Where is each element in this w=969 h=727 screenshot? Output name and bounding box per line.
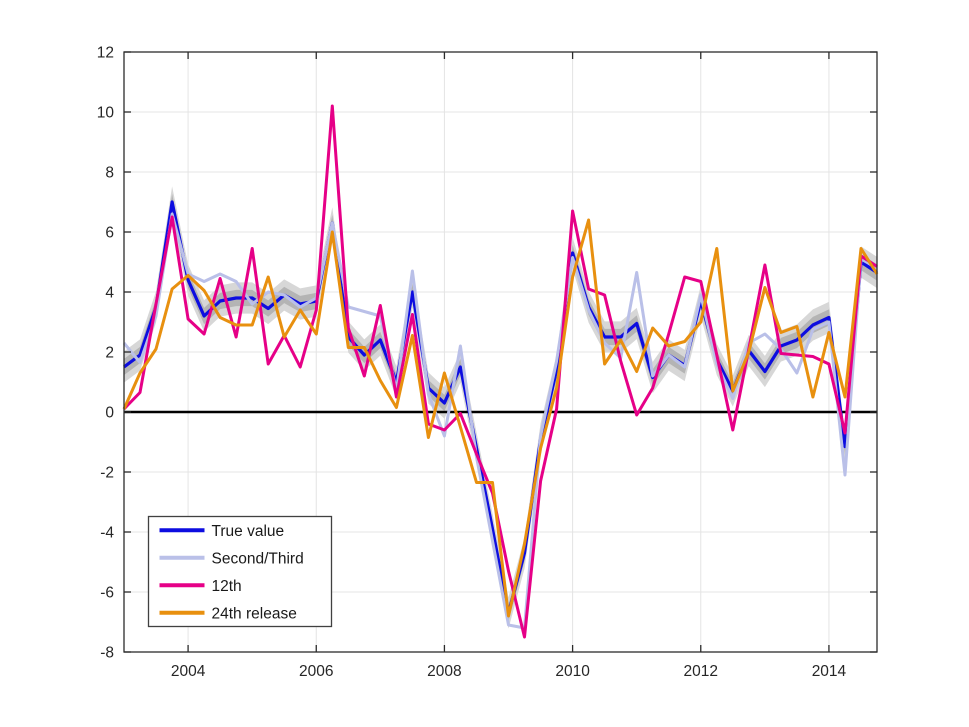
y-tick-label: -4 [100, 525, 114, 542]
legend-box [147, 515, 333, 628]
legend-item-label: True value [212, 523, 285, 540]
y-tick-label: 6 [105, 225, 114, 242]
legend-item: 12th [159, 578, 242, 595]
x-tick-label: 2014 [812, 663, 847, 680]
legend-item-label: 24th release [212, 605, 297, 622]
x-tick-label: 2008 [427, 663, 461, 680]
x-tick-label: 2006 [299, 663, 333, 680]
y-tick-label: 8 [105, 165, 114, 182]
y-tick-label: 4 [105, 285, 114, 302]
legend-item: Second/Third [159, 550, 304, 567]
y-tick-label: 0 [105, 405, 114, 422]
legend-item-label: Second/Third [212, 550, 304, 567]
x-tick-label: 2010 [555, 663, 590, 680]
series-line-12th [122, 104, 878, 639]
y-tick-label: -6 [100, 585, 114, 602]
y-tick-label: 10 [97, 105, 115, 122]
x-tick-label: 2004 [171, 663, 206, 680]
legend-item-label: 12th [212, 578, 242, 595]
y-tick-label: 2 [105, 345, 114, 362]
legend-item: 24th release [159, 605, 297, 622]
series-line-24th-release [122, 218, 879, 618]
x-tick-label: 2012 [684, 663, 718, 680]
legend: True value Second/Third 12th 24th release [147, 515, 333, 628]
y-tick-label: -8 [100, 645, 114, 662]
axis-ticks: -8 -6 -4 -2 0 2 4 6 8 10 12 2004 2006 2008 2010 2012 201… [97, 45, 877, 680]
y-tick-label: 12 [97, 45, 114, 62]
legend-item: True value [159, 523, 285, 540]
y-tick-label: -2 [100, 465, 114, 482]
